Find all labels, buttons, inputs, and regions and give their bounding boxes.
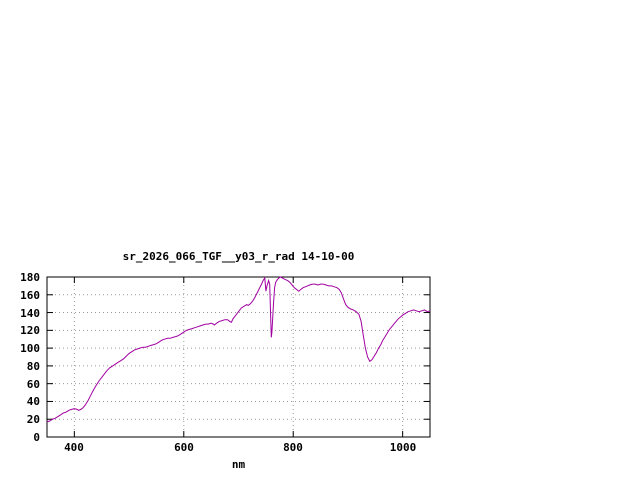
x-tick-label: 600 <box>174 441 194 454</box>
y-tick-label: 0 <box>33 431 40 444</box>
x-tick-label: 1000 <box>389 441 417 454</box>
plot-border <box>46 276 431 438</box>
series-line <box>46 276 431 423</box>
y-tick-label: 180 <box>20 271 40 284</box>
y-tick-label: 120 <box>20 324 40 337</box>
y-tick-label: 20 <box>26 413 40 426</box>
y-tick-label: 60 <box>26 378 40 391</box>
y-tick-label: 160 <box>20 289 40 302</box>
x-axis-label: nm <box>231 458 246 471</box>
y-tick-label: 40 <box>26 395 40 408</box>
y-tick-label: 80 <box>26 360 40 373</box>
chart-title: sr_2026_066_TGF__y03_r_rad 14-10-00 <box>122 250 355 263</box>
y-tick-label: 100 <box>20 342 40 355</box>
x-tick-label: 800 <box>283 441 303 454</box>
x-tick-label: 400 <box>64 441 84 454</box>
y-tick-label: 140 <box>20 307 40 320</box>
